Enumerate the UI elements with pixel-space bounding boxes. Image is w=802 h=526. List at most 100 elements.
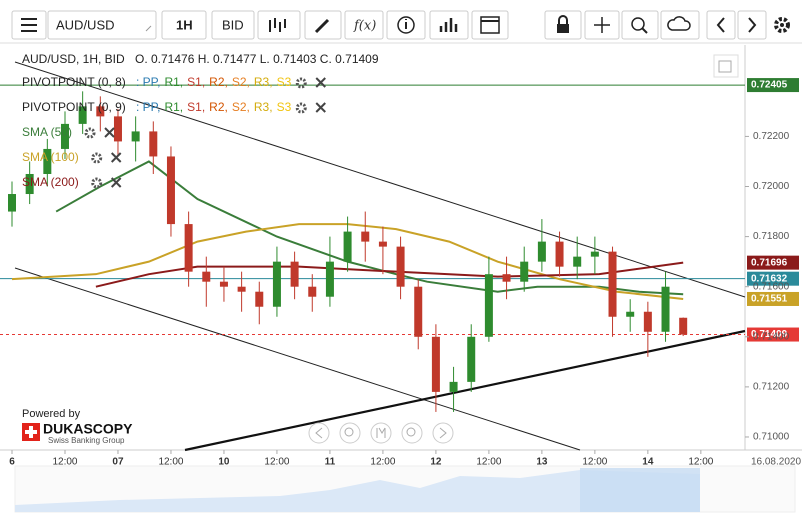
candle-body	[608, 251, 617, 317]
pivot-item: R3,	[254, 100, 273, 114]
x-tick-label: 12	[430, 457, 442, 468]
chart-type-button[interactable]	[257, 10, 301, 40]
settings-icon[interactable]	[91, 177, 103, 189]
side-select[interactable]: BID	[211, 10, 255, 40]
lock-button[interactable]	[544, 10, 582, 40]
pivot-item: S1,	[187, 100, 205, 114]
price-label-box	[747, 271, 799, 286]
brand-tagline: Swiss Banking Group	[48, 436, 125, 445]
price-label: 0.71551	[751, 294, 788, 305]
zoom-button[interactable]	[621, 10, 659, 40]
candle-body	[414, 286, 423, 337]
remove-icon[interactable]	[315, 77, 326, 88]
candle-body	[378, 241, 387, 247]
candle-body	[449, 381, 458, 392]
x-tick-label: 12:00	[688, 457, 713, 468]
candle-body	[467, 336, 476, 382]
settings-icon[interactable]	[295, 102, 307, 114]
remove-icon[interactable]	[110, 177, 122, 188]
pivot-item: R2,	[209, 100, 228, 114]
candle-body	[131, 131, 140, 142]
channel-top	[14, 61, 746, 298]
candle-body	[555, 241, 564, 267]
pivot-item: S3	[277, 100, 292, 114]
legend-entry: SMA (100)	[22, 150, 79, 164]
price-label: 0.71632	[751, 273, 788, 284]
calendar-button[interactable]	[471, 10, 509, 40]
brand-name: DUKASCOPY	[43, 421, 133, 437]
x-tick-label: 07	[112, 457, 124, 468]
channel-bottom	[14, 267, 581, 451]
candle-body	[290, 261, 299, 287]
y-tick-label: 0.71800	[753, 231, 790, 242]
candle-body	[43, 148, 52, 174]
symbol: AUD/USD	[56, 17, 115, 32]
support-line	[184, 329, 746, 452]
candle-body	[520, 261, 529, 282]
candle-body	[361, 231, 370, 242]
pivot-item: R1,	[164, 75, 183, 89]
y-tick-label: 0.72000	[753, 181, 790, 192]
candle-body	[202, 271, 211, 282]
period-select[interactable]: 1H	[161, 10, 207, 40]
y-tick-label: 0.71200	[753, 382, 790, 393]
candle-body	[643, 311, 652, 332]
candle-body	[149, 131, 158, 157]
x-tick-label: 6	[9, 457, 15, 468]
crosshair-button[interactable]	[584, 10, 620, 40]
symbol-select[interactable]: AUD/USD	[47, 10, 157, 40]
next-button[interactable]	[737, 10, 767, 40]
indicator-button[interactable]: f(x)	[344, 10, 384, 40]
sma-line	[55, 160, 684, 296]
pivot-item: R2,	[209, 75, 228, 89]
remove-icon[interactable]	[110, 152, 122, 163]
candle-body	[96, 106, 105, 117]
pivot-name: PIVOTPOINT (0, 8)	[22, 75, 126, 89]
candle-body	[573, 256, 582, 267]
period: 1H	[176, 17, 193, 32]
info-button[interactable]	[386, 10, 426, 40]
x-date-label: 16.08.2020	[751, 457, 801, 468]
remove-icon[interactable]	[104, 127, 115, 138]
pivot-item: S2,	[232, 75, 250, 89]
save-button[interactable]	[660, 10, 700, 40]
candle-body	[431, 336, 440, 392]
pivot-item: R3,	[254, 75, 273, 89]
candle-body	[237, 286, 246, 292]
prev-button[interactable]	[706, 10, 736, 40]
menu-button[interactable]	[11, 10, 47, 40]
settings-button[interactable]	[774, 17, 790, 33]
y-tick-label: 0.71600	[753, 281, 790, 292]
settings-icon[interactable]	[84, 127, 96, 139]
pivot-item: : PP,	[136, 75, 160, 89]
price-label-box	[747, 255, 799, 270]
legend-entry: SMA (50)	[22, 125, 72, 139]
toolbar: AUD/USD 1H BID f(x)	[0, 10, 802, 44]
settings-icon[interactable]	[91, 152, 103, 164]
expand-button[interactable]	[713, 54, 739, 78]
powered-by: Powered by	[22, 408, 81, 420]
draw-button[interactable]	[304, 10, 342, 40]
chart-title: AUD/USD, 1H, BID	[22, 52, 125, 66]
candle-body	[661, 286, 670, 332]
settings-icon[interactable]	[295, 77, 307, 89]
candle-body	[537, 241, 546, 262]
remove-icon[interactable]	[315, 102, 326, 113]
candle-body	[626, 311, 635, 317]
candle-body	[343, 231, 352, 262]
candle-body	[325, 261, 334, 297]
legend-entry: SMA (200)	[22, 175, 79, 189]
nav-buttons[interactable]	[308, 422, 454, 444]
x-tick-label: 12:00	[264, 457, 289, 468]
price-label-box	[747, 78, 799, 93]
navigator	[14, 465, 796, 513]
candle-body	[255, 291, 264, 307]
price-label-box	[747, 327, 799, 342]
candle-body	[502, 274, 511, 282]
volume-button[interactable]	[429, 10, 469, 40]
price-label: 0.71409	[751, 329, 788, 340]
candle-body	[166, 156, 175, 225]
side: BID	[222, 17, 244, 32]
price-label: 0.71696	[751, 257, 788, 268]
candle-body	[184, 224, 193, 272]
